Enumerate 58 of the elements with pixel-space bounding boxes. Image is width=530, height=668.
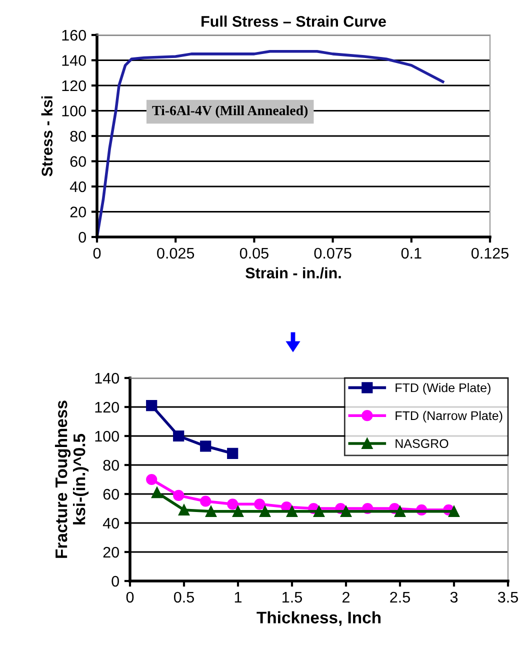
x-axis-title: Strain - in./in.	[246, 267, 341, 279]
point	[227, 448, 238, 459]
x-tick-label: 2.5	[390, 592, 410, 603]
y-axis-title: Fracture Toughness ksi-(in.)^0.5	[54, 400, 89, 558]
y-tick-label: 20	[103, 546, 119, 558]
y-tick-label: 80	[70, 130, 86, 142]
y-tick-label: 20	[70, 206, 86, 218]
point	[173, 430, 184, 442]
legend-label: FTD (Wide Plate)	[396, 383, 490, 395]
point	[173, 490, 184, 502]
point	[448, 506, 460, 517]
point	[259, 506, 271, 517]
point	[200, 496, 212, 507]
y-tick-label: 0	[78, 232, 86, 243]
x-tick-label: 2	[342, 592, 350, 602]
point	[394, 506, 406, 517]
x-axis-title: Thickness, Inch	[256, 611, 380, 626]
point	[200, 440, 212, 452]
y-tick-label: 0	[112, 576, 119, 587]
point	[313, 506, 325, 517]
y-tick-label: 60	[103, 488, 119, 500]
point	[178, 504, 190, 516]
y-tick-label: 160	[62, 30, 86, 41]
y-tick-label: 140	[62, 55, 86, 66]
y-axis-title: Stress - ksi	[41, 96, 53, 176]
x-tick-label: 0.5	[174, 592, 194, 603]
x-tick-label: 0	[126, 592, 134, 603]
y-tick-label: 60	[70, 156, 86, 167]
point	[146, 400, 158, 412]
y-tick-label: 100	[95, 430, 119, 442]
x-tick-label: 0.025	[157, 248, 194, 259]
y-tick-label: 120	[95, 402, 119, 413]
x-tick-label: 3	[450, 592, 458, 603]
y-tick-label: 100	[62, 106, 86, 116]
legend-label: NASGRO	[396, 439, 448, 448]
x-tick-label: 1.5	[282, 592, 302, 603]
point	[232, 506, 244, 517]
y-tick-label: 40	[102, 518, 119, 529]
x-tick-label: 0.125	[471, 248, 508, 259]
x-tick-label: 3.5	[498, 592, 518, 603]
y-tick-label: 140	[95, 372, 119, 384]
chart-title: Full Stress – Strain Curve	[202, 16, 386, 27]
y-tick-label: 40	[70, 181, 86, 192]
legend-label: FTD (Narrow Plate)	[396, 410, 502, 423]
point	[205, 506, 217, 517]
x-tick-label: 0.075	[314, 248, 352, 259]
point	[146, 474, 158, 486]
y-tick-label: 80	[103, 460, 119, 471]
point	[286, 506, 298, 517]
y-tick-label: 120	[62, 80, 86, 92]
point	[340, 506, 352, 517]
x-tick-label: 1	[234, 592, 242, 602]
point	[254, 498, 266, 510]
point	[227, 498, 238, 510]
x-tick-label: 0.05	[240, 248, 268, 259]
point	[151, 486, 163, 498]
x-tick-label: 0.1	[401, 248, 422, 259]
annotation: Ti-6Al-4V (Mill Annealed)	[152, 105, 308, 118]
